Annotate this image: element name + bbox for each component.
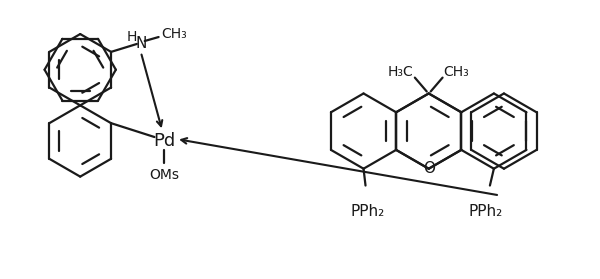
Text: CH₃: CH₃ xyxy=(443,65,469,79)
Text: Pd: Pd xyxy=(153,132,175,150)
Text: PPh₂: PPh₂ xyxy=(350,204,385,219)
Text: O: O xyxy=(423,161,435,176)
Text: H₃C: H₃C xyxy=(388,65,414,79)
Text: CH₃: CH₃ xyxy=(161,27,187,41)
Text: OMs: OMs xyxy=(149,168,179,182)
Text: PPh₂: PPh₂ xyxy=(469,204,503,219)
Text: H: H xyxy=(127,30,137,44)
Text: N: N xyxy=(135,37,146,51)
